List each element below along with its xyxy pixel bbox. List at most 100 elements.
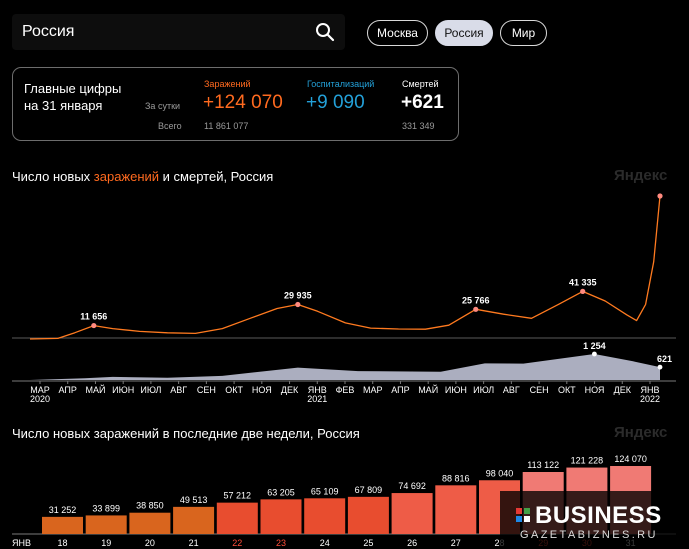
bar-value-label: 113 122: [527, 460, 559, 470]
infections-total: 11 861 077: [204, 121, 249, 131]
infections-label: Заражений: [204, 79, 251, 89]
chart1-x-tick-label: ЯНВ: [308, 385, 327, 395]
bar-18: [42, 516, 83, 534]
tab-russia[interactable]: Россия: [435, 20, 493, 46]
chart1-x-tick-label: ФЕВ: [336, 385, 355, 395]
row-label-total: Всего: [158, 121, 182, 131]
chart1-year-label: 2020: [30, 394, 50, 404]
bar-value-label: 38 850: [136, 501, 164, 511]
cases-peak-marker: [580, 288, 586, 294]
cases-peak-marker: [91, 322, 97, 329]
chart1-title-highlight: заражений: [93, 169, 160, 184]
bar-23: [260, 499, 302, 534]
bar-category-label: 19: [101, 538, 111, 548]
cases-peak-marker: [473, 306, 479, 312]
chart1-year-label: 2021: [307, 394, 327, 404]
bar-value-label: 31 252: [49, 505, 77, 515]
chart1-x-tick-label: АПР: [59, 385, 77, 395]
row-label-day: За сутки: [145, 101, 181, 111]
deaths-label: Смертей: [402, 79, 439, 89]
bar-value-label: 124 070: [614, 454, 647, 464]
chart1-title-post: и смертей, Россия: [159, 169, 274, 184]
brand-name: BUSINESS: [535, 502, 662, 529]
tab-moscow[interactable]: Москва: [367, 20, 428, 46]
cases-deaths-chart: 11 656 29 935 25 766 41 335 124 070 1 254 621 М…: [12, 190, 677, 404]
bar-category-label: 22: [232, 538, 242, 548]
bar-category-label: 25: [363, 538, 373, 548]
chart1-x-tick-label: ДЕК: [281, 385, 299, 395]
hospitalizations-day: +9 090: [306, 92, 365, 113]
bar-20: [129, 512, 171, 534]
bar-category-label: 18: [57, 538, 67, 548]
deaths-day: +621: [401, 92, 444, 113]
bar-category-label: 20: [145, 538, 155, 548]
summary-title-line1: Главные цифры: [24, 81, 122, 96]
deaths-peak-label: 621: [657, 354, 672, 364]
bar-category-label: 23: [276, 538, 286, 548]
cases-peak-marker: [295, 301, 301, 308]
chart2-title: Число новых заражений в последние две не…: [12, 426, 360, 441]
bar-value-label: 33 899: [92, 503, 120, 513]
chart1-x-tick-label: МАЙ: [85, 384, 105, 395]
tab-world[interactable]: Мир: [500, 20, 547, 46]
bar-category-label: 26: [407, 538, 417, 548]
chart1-x-tick-label: ОКТ: [558, 385, 576, 395]
cases-peak-label: 11 656: [80, 312, 107, 322]
search-bar[interactable]: Россия: [12, 14, 345, 50]
chart1-x-tick-label: ИЮЛ: [140, 385, 161, 395]
cases-peak-label: 29 935: [284, 290, 312, 300]
chart1-x-tick-label: ЯНВ: [640, 385, 659, 395]
chart2-month-label: ЯНВ: [12, 538, 31, 548]
bar-21: [173, 506, 215, 534]
bar-19: [85, 515, 127, 534]
summary-title-line2: на 31 января: [24, 98, 103, 113]
bar-25: [347, 496, 389, 534]
bar-value-label: 98 040: [486, 468, 514, 478]
bar-category-label: 21: [189, 538, 199, 548]
chart1-x-tick-label: ОКТ: [225, 385, 243, 395]
bar-27: [435, 485, 477, 534]
bar-value-label: 57 212: [224, 491, 252, 501]
chart1-x-tick-label: МАР: [363, 385, 383, 395]
bar-value-label: 88 816: [442, 473, 470, 483]
deaths-peak-marker: [591, 351, 597, 357]
bar-category-label: 27: [451, 538, 461, 548]
bar-value-label: 74 692: [398, 481, 426, 491]
deaths-peak-marker: [657, 364, 663, 370]
brand-site: GAZETABIZNES.RU: [520, 529, 658, 541]
chart1-watermark: Яндекс: [614, 167, 668, 184]
bar-value-label: 67 809: [355, 485, 383, 495]
search-input[interactable]: Россия: [22, 23, 75, 40]
infections-day: +124 070: [203, 92, 283, 113]
cases-peak-label: 25 766: [462, 295, 490, 305]
chart1-x-tick-label: ИЮЛ: [473, 385, 494, 395]
cases-peak-label: 124 070: [644, 190, 677, 192]
chart1-x-tick-label: АВГ: [503, 385, 520, 395]
chart1-x-tick-label: АВГ: [170, 385, 187, 395]
brand-logo-icon: [516, 508, 530, 522]
hospitalizations-label: Госпитализаций: [307, 79, 375, 89]
chart1-x-tick-label: АПР: [391, 385, 409, 395]
deaths-peak-label: 1 254: [583, 341, 606, 351]
cases-peak-marker: [657, 193, 663, 199]
deaths-series-area: [30, 354, 660, 380]
chart1-x-tick-label: ДЕК: [614, 385, 632, 395]
bar-26: [391, 493, 433, 534]
bar-category-label: 24: [320, 538, 330, 548]
search-icon[interactable]: [315, 22, 335, 42]
chart1-x-tick-label: НОЯ: [585, 385, 605, 395]
deaths-total: 331 349: [402, 121, 435, 131]
cases-peak-label: 41 335: [569, 277, 597, 287]
summary-card: Главные цифры на 31 января За сутки Всег…: [12, 67, 459, 141]
summary-title: Главные цифры на 31 января: [24, 80, 121, 114]
bar-value-label: 49 513: [180, 495, 208, 505]
chart1-x-tick-label: СЕН: [530, 385, 549, 395]
chart1-x-tick-label: СЕН: [197, 385, 216, 395]
cases-series-line: [29, 195, 661, 340]
chart1-title-pre: Число новых: [12, 169, 94, 184]
brand-overlay: BUSINESS GAZETABIZNES.RU: [500, 491, 689, 549]
chart2-watermark: Яндекс: [614, 424, 668, 441]
bar-22: [216, 502, 258, 534]
bar-value-label: 63 205: [267, 487, 295, 497]
chart1-title: Число новых заражений и смертей, Россия: [12, 169, 273, 184]
